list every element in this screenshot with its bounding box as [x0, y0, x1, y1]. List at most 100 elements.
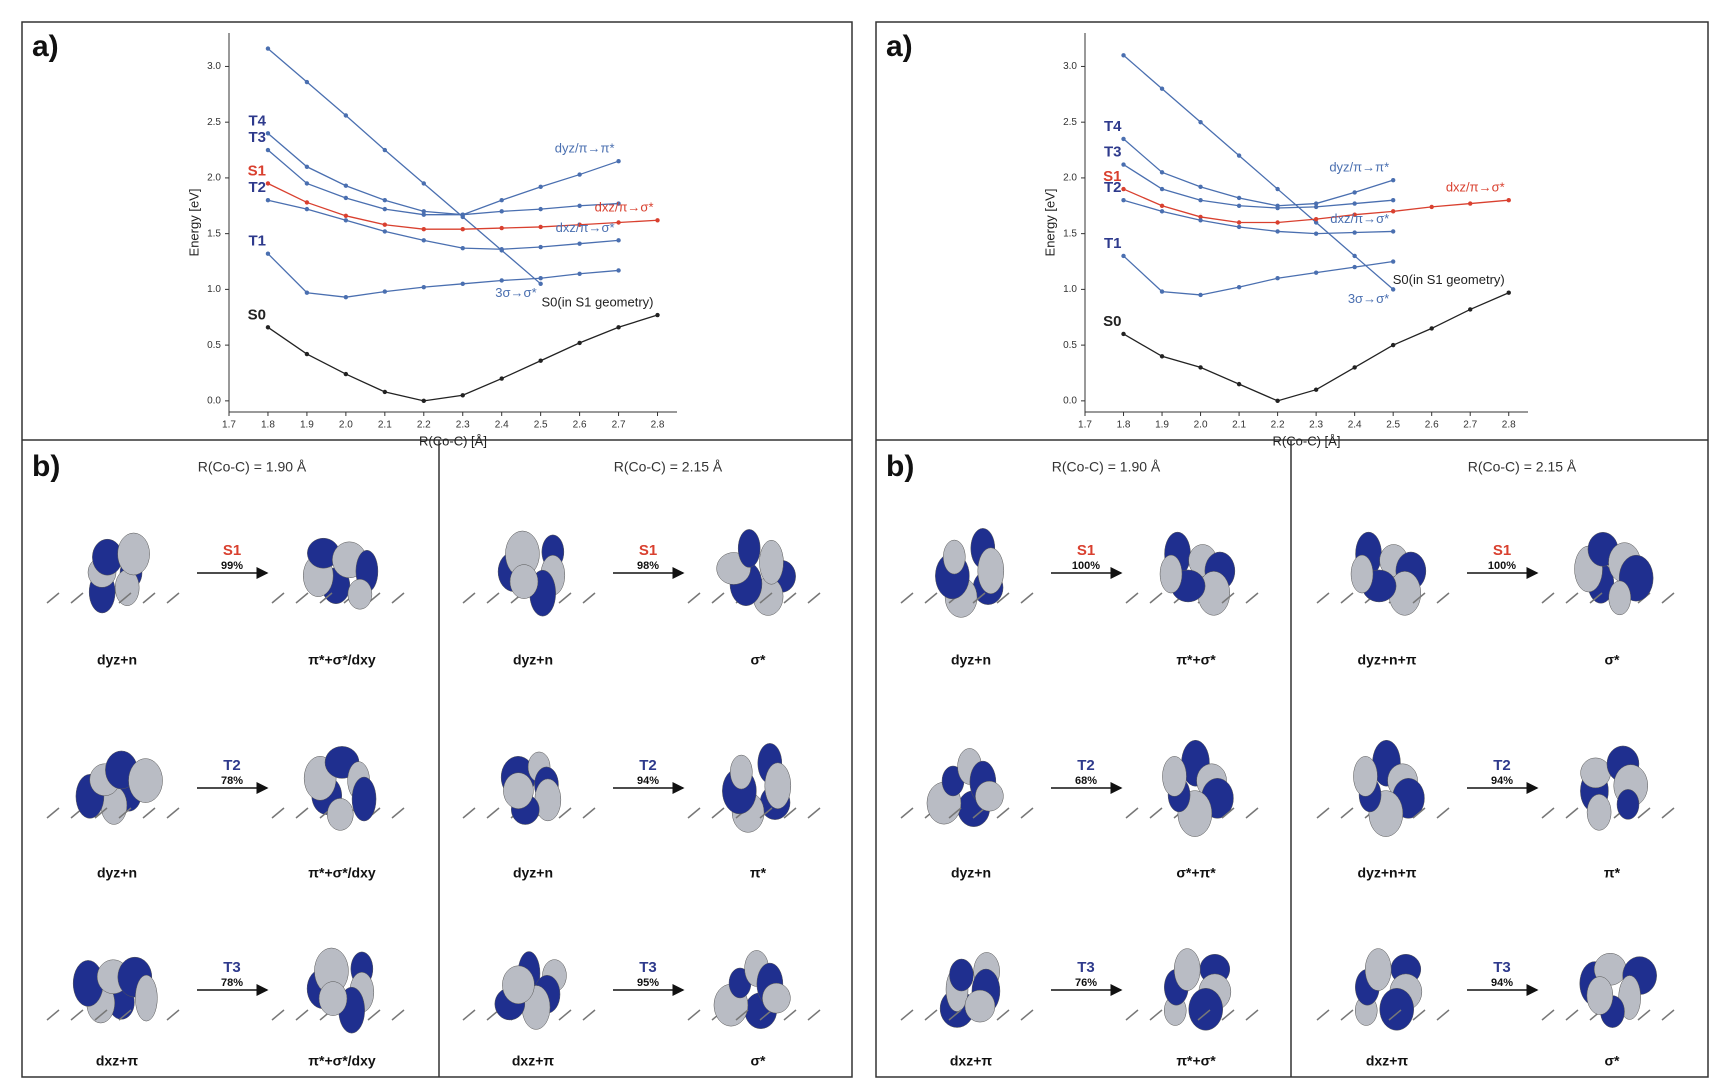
state-label: T2 [1493, 757, 1511, 774]
molecule-bond [46, 807, 60, 819]
orbital-label: dyz+n [97, 865, 137, 881]
percent: 78% [221, 775, 243, 787]
data-point [1275, 229, 1280, 234]
molecule-bond [1221, 1009, 1235, 1021]
molecule-bond [1316, 1009, 1330, 1021]
orbital-image [271, 746, 405, 831]
data-point [265, 325, 271, 330]
molecule-bond [687, 807, 701, 819]
molecule-bond [70, 592, 84, 604]
x-tick-label: 2.4 [1348, 420, 1362, 431]
molecule-bond [295, 1009, 309, 1021]
series-line [267, 199, 619, 250]
molecule-bond [462, 807, 476, 819]
x-tick-label: 1.7 [1078, 420, 1092, 431]
orbital-label: dyz+n [97, 652, 137, 668]
y-axis-label: Energy [eV] [1042, 189, 1057, 257]
panel-frames [21, 21, 1709, 1078]
molecule-bond [996, 1009, 1010, 1021]
orbital-lobe [1616, 789, 1640, 820]
y-tick-label: 1.5 [207, 228, 221, 239]
orbital-lobe [762, 982, 791, 1014]
orbital-label: σ*+π* [1176, 865, 1216, 881]
molecule-bond [1149, 592, 1163, 604]
orbital-image [271, 947, 405, 1034]
data-point [382, 206, 388, 212]
molecule-bond [1565, 807, 1579, 819]
data-point [265, 147, 271, 153]
orbital-lobe [135, 974, 158, 1022]
molecule-bond [558, 1009, 572, 1021]
data-point [1198, 218, 1203, 223]
data-point [1236, 220, 1242, 225]
data-point [1313, 204, 1319, 210]
orbital-lobe [502, 965, 535, 1005]
y-axis-label: Energy [eV] [186, 189, 201, 257]
percent: 78% [221, 977, 243, 989]
orbital-image [1316, 531, 1450, 616]
data-point [304, 79, 310, 85]
state-label: T4 [1104, 118, 1122, 135]
x-tick-label: 2.0 [1194, 420, 1208, 431]
orbital-lobe [1173, 948, 1201, 991]
molecule-bond [166, 1009, 180, 1021]
orbital-label: π*+σ*/dxy [308, 865, 376, 881]
transition-label: dxz/π→σ* [595, 200, 654, 215]
orbital-lobe [318, 981, 348, 1016]
data-point [421, 398, 426, 404]
series-line [1123, 163, 1394, 209]
data-point [343, 371, 349, 377]
molecule-bond [118, 1009, 132, 1021]
data-point [1313, 216, 1319, 222]
data-point [1313, 201, 1319, 206]
orbital-label: dyz+n+π [1358, 865, 1417, 881]
data-point [1198, 184, 1203, 190]
molecule-bond [142, 807, 156, 819]
transition-label: dxz/π→σ* [1330, 211, 1389, 226]
transition-label: dyz/π→π* [1329, 160, 1389, 175]
orbital-lobe [503, 772, 534, 809]
y-tick-label: 2.5 [207, 117, 221, 128]
orbital-image [46, 532, 180, 614]
data-point [343, 213, 349, 219]
x-tick-label: 2.5 [534, 420, 548, 431]
data-point [616, 268, 621, 273]
molecule-bond [486, 807, 500, 819]
data-point [265, 198, 271, 203]
data-point [421, 238, 426, 243]
data-point [1506, 290, 1511, 295]
data-point [304, 351, 310, 357]
orbital-lobe [128, 758, 163, 803]
series-line [1123, 199, 1394, 235]
orbital-lobe [1364, 948, 1392, 991]
x-tick-label: 1.7 [222, 420, 236, 431]
orbital-image [462, 951, 596, 1030]
x-tick-label: 2.8 [651, 420, 665, 431]
data-point [1236, 381, 1242, 387]
x-tick-label: 1.9 [300, 420, 314, 431]
data-point [538, 244, 543, 250]
data-point [304, 200, 310, 205]
data-point [421, 284, 426, 290]
data-point [577, 340, 582, 346]
panel-frame [21, 21, 853, 1078]
molecule-bond [1412, 592, 1426, 604]
series-line [1123, 138, 1394, 207]
molecule-bond [391, 807, 405, 819]
x-tick-label: 2.6 [573, 420, 587, 431]
x-axis-label: R(Co-C) [Å] [419, 433, 487, 448]
data-point [1429, 326, 1434, 331]
molecule-bond [1661, 592, 1675, 604]
data-point [1198, 198, 1203, 203]
data-point [1468, 201, 1473, 206]
molecule-bond [759, 592, 773, 604]
data-point [1121, 198, 1126, 203]
state-label: T3 [639, 959, 657, 976]
molecule-bond [271, 592, 285, 604]
column-title: R(Co-C) = 2.15 Å [1468, 459, 1577, 475]
molecule-bond [1541, 1009, 1555, 1021]
molecule-bond [70, 1009, 84, 1021]
molecule-bond [1637, 1009, 1651, 1021]
molecule-bond [1125, 592, 1139, 604]
